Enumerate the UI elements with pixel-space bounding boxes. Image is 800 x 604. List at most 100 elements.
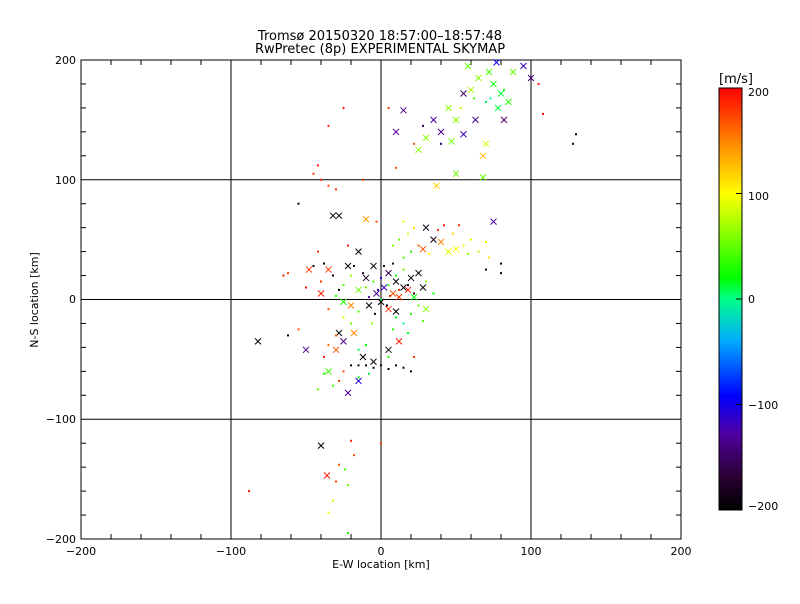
data-point-dot: [410, 250, 412, 253]
data-point-dot: [320, 178, 322, 181]
data-point-dot: [323, 355, 325, 358]
data-point-cross: [347, 302, 355, 309]
data-point-cross: [254, 338, 262, 345]
x-tick-label: −200: [66, 545, 96, 558]
data-point-dot: [407, 232, 409, 235]
colorbar-tick-label: −100: [748, 399, 778, 412]
x-tick-label: −100: [216, 545, 246, 558]
y-tick-label: 100: [55, 174, 76, 187]
data-point-cross: [377, 298, 385, 306]
data-points: [248, 59, 577, 535]
data-point-dot: [342, 316, 345, 319]
data-point-dot: [395, 316, 397, 319]
data-point-cross: [400, 284, 407, 291]
data-point-dot: [353, 454, 355, 457]
data-point-cross: [355, 286, 362, 294]
data-point-dot: [335, 334, 337, 337]
data-point-dot: [473, 97, 475, 100]
data-point-cross: [317, 442, 325, 449]
data-point-cross: [305, 266, 313, 273]
data-point-dot: [392, 244, 394, 247]
data-point-dot: [332, 274, 334, 277]
data-point-cross: [419, 245, 427, 253]
data-point-cross: [392, 128, 400, 136]
data-point-cross: [362, 274, 370, 282]
data-point-dot: [413, 142, 415, 145]
data-point-cross: [460, 90, 467, 97]
x-tick-label: 200: [671, 545, 692, 558]
data-point-dot: [462, 244, 465, 247]
data-point-dot: [413, 355, 415, 358]
data-point-cross: [404, 286, 412, 294]
data-point-dot: [282, 274, 285, 277]
data-point-dot: [422, 124, 424, 127]
data-point-dot: [402, 220, 405, 223]
data-point-dot: [488, 256, 490, 259]
data-point-dot: [371, 322, 373, 325]
data-point-dot: [350, 439, 352, 442]
data-point-cross: [527, 74, 535, 82]
data-point-dot: [372, 366, 375, 369]
data-point-dot: [335, 294, 337, 297]
data-point-dot: [344, 468, 346, 471]
data-point-dot: [389, 294, 391, 297]
data-point-cross: [392, 278, 400, 285]
data-point-dot: [350, 274, 352, 277]
data-point-dot: [357, 310, 360, 313]
y-axis-label: N-S location [km]: [28, 252, 41, 348]
data-point-dot: [287, 334, 289, 337]
data-point-dot: [477, 250, 480, 253]
data-point-cross: [365, 302, 373, 309]
y-tick-label: 200: [55, 54, 76, 67]
data-point-dot: [323, 372, 325, 375]
data-point-cross: [385, 269, 392, 277]
data-point-dot: [365, 286, 367, 289]
data-point-cross: [479, 152, 487, 160]
data-point-dot: [417, 304, 420, 307]
data-point-cross: [437, 128, 445, 136]
data-point-cross: [344, 389, 352, 397]
data-point-cross: [415, 146, 422, 154]
data-point-dot: [407, 284, 409, 287]
data-point-dot: [374, 312, 376, 315]
colorbar-ticks: [736, 87, 742, 511]
data-point-dot: [432, 292, 435, 295]
data-point-cross: [415, 269, 422, 277]
data-point-dot: [413, 292, 415, 295]
data-point-cross: [362, 215, 370, 223]
data-point-cross: [325, 367, 332, 375]
data-point-dot: [467, 252, 469, 255]
data-point-dot: [395, 364, 397, 367]
data-point-dot: [470, 238, 472, 241]
data-point-dot: [489, 97, 492, 100]
data-point-cross: [385, 346, 392, 354]
colorbar-tick-label: 0: [748, 293, 755, 306]
data-point-dot: [365, 364, 367, 367]
data-point-dot: [417, 244, 420, 247]
data-point-dot: [342, 284, 345, 287]
x-tick-label: 0: [378, 545, 385, 558]
data-point-dot: [327, 184, 330, 187]
data-point-cross: [445, 104, 452, 112]
data-point-dot: [312, 264, 315, 267]
data-point-dot: [347, 484, 349, 487]
data-point-cross: [482, 140, 490, 148]
data-point-cross: [464, 62, 472, 70]
y-tick-labels: −200 −100 0 100 200: [46, 54, 76, 546]
data-point-dot: [407, 332, 409, 335]
data-point-cross: [317, 290, 325, 297]
data-point-dot: [317, 388, 319, 391]
data-point-cross: [422, 134, 430, 142]
data-point-dot: [297, 202, 300, 205]
data-point-cross: [385, 305, 392, 313]
data-point-dot: [248, 490, 250, 493]
data-point-dot: [317, 164, 319, 167]
data-point-cross: [505, 98, 512, 106]
data-point-dot: [398, 288, 400, 291]
colorbar-tick-label: 100: [748, 190, 769, 203]
data-point-dot: [332, 384, 334, 387]
data-point-dot: [410, 312, 412, 315]
colorbar-tick-label: 200: [748, 86, 769, 99]
data-point-dot: [395, 166, 397, 169]
